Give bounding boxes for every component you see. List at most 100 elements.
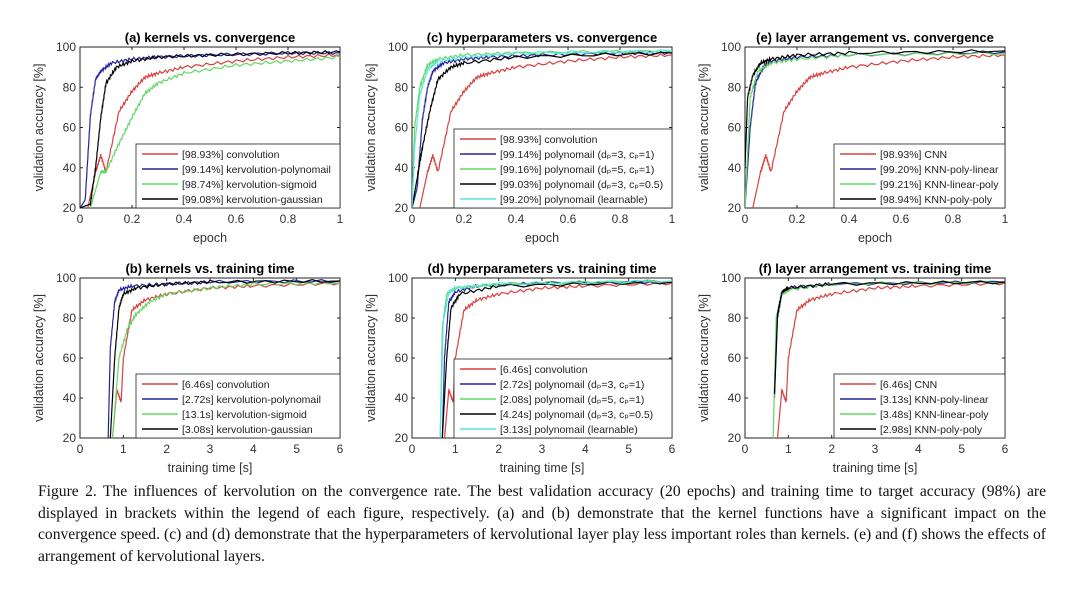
- legend-label: [6.46s] CNN: [880, 379, 937, 391]
- chart-d: (d) hyperparameters vs. training time tra…: [364, 261, 676, 475]
- y-tick-label: 100: [56, 40, 76, 54]
- x-tick-label: 2: [495, 442, 502, 456]
- legend-label: [99.14%] polynomail (dₚ=3, cₚ=1): [500, 149, 654, 161]
- y-tick-label: 40: [63, 161, 77, 175]
- legend-label: [98.74%] kervolution-sigmoid: [182, 179, 317, 191]
- y-tick-label: 60: [728, 351, 742, 365]
- x-tick-label: 6: [1002, 442, 1009, 456]
- x-axis-label: epoch: [525, 231, 559, 245]
- legend-label: [99.14%] kervolution-polynomail: [182, 164, 331, 176]
- series-line-0: [443, 281, 672, 438]
- x-tick-label: 6: [669, 442, 676, 456]
- series-line-3: [412, 51, 672, 208]
- series-line-4: [412, 49, 672, 208]
- x-tick-label: 2: [828, 442, 835, 456]
- x-tick-label: 0.2: [124, 212, 141, 226]
- y-tick-label: 40: [728, 161, 742, 175]
- legend-label: [2.98s] KNN-poly-poly: [880, 424, 983, 436]
- y-tick-label: 100: [388, 40, 408, 54]
- legend-label: [3.13s] KNN-poly-linear: [880, 394, 989, 406]
- chart-title: (c) hyperparameters vs. convergence: [427, 30, 658, 45]
- chart-title: (b) kernels vs. training time: [125, 261, 294, 276]
- y-tick-label: 80: [728, 80, 742, 94]
- y-tick-label: 20: [728, 201, 742, 215]
- x-tick-label: 0: [77, 212, 84, 226]
- x-tick-label: 0: [77, 442, 84, 456]
- y-tick-label: 20: [63, 431, 77, 445]
- chart-title: (e) layer arrangement vs. convergence: [756, 30, 994, 45]
- y-tick-label: 60: [63, 351, 77, 365]
- y-axis-label: validation accuracy [%]: [697, 64, 711, 192]
- legend-label: [2.08s] polynomail (dₚ=5, cₚ=1): [500, 394, 644, 406]
- legend: [98.93%] convolution [99.14%] kervolution…: [135, 143, 341, 209]
- x-tick-label: 0.6: [228, 212, 245, 226]
- series-line-0: [87, 53, 340, 208]
- y-tick-label: 20: [728, 431, 742, 445]
- y-tick-label: 80: [63, 311, 77, 325]
- chart-title: (a) kernels vs. convergence: [125, 30, 296, 45]
- x-tick-label: 1: [1002, 212, 1009, 226]
- x-axis-label: epoch: [858, 231, 892, 245]
- legend-label: [98.93%] convolution: [182, 149, 280, 161]
- series-line-3: [109, 278, 340, 438]
- x-tick-label: 1: [452, 442, 459, 456]
- x-tick-label: 4: [582, 442, 589, 456]
- y-tick-label: 80: [395, 311, 409, 325]
- y-tick-label: 100: [721, 40, 741, 54]
- y-axis-label: validation accuracy [%]: [32, 64, 46, 192]
- chart-f: (f) layer arrangement vs. training time t…: [697, 261, 1009, 475]
- series-line-1: [80, 50, 340, 208]
- legend-label: [99.08%] kervolution-gaussian: [182, 194, 323, 206]
- series-line-3: [773, 280, 1005, 395]
- legend: [6.46s] CNN [3.13s] KNN-poly-linear [3.48s…: [833, 373, 1006, 439]
- x-tick-label: 1: [785, 442, 792, 456]
- legend-label: [6.46s] convolution: [182, 379, 270, 391]
- figure-caption: Figure 2. The influences of kervolution …: [38, 483, 1046, 565]
- y-tick-label: 80: [728, 311, 742, 325]
- x-tick-label: 0.4: [841, 212, 858, 226]
- legend: [98.93%] CNN [99.20%] KNN-poly-linear [99.…: [833, 143, 1006, 209]
- x-tick-label: 0.8: [612, 212, 629, 226]
- x-tick-label: 0.8: [945, 212, 962, 226]
- chart-title: (f) layer arrangement vs. training time: [759, 261, 992, 276]
- y-tick-label: 80: [63, 80, 77, 94]
- series-line-0: [776, 281, 1005, 438]
- y-axis-label: validation accuracy [%]: [364, 294, 378, 422]
- legend-label: [3.08s] kervolution-gaussian: [182, 424, 313, 436]
- legend-label: [2.72s] kervolution-polynomail: [182, 394, 321, 406]
- y-axis-label: validation accuracy [%]: [697, 294, 711, 422]
- x-tick-label: 3: [539, 442, 546, 456]
- legend-label: [99.03%] polynomail (dₚ=3, cₚ=0.5): [500, 179, 663, 191]
- series-line-2: [89, 55, 340, 208]
- x-tick-label: 0: [409, 442, 416, 456]
- series-line-3: [80, 49, 340, 208]
- legend-label: [99.21%] KNN-linear-poly: [880, 179, 999, 191]
- y-tick-label: 40: [63, 391, 77, 405]
- x-tick-label: 3: [872, 442, 879, 456]
- x-tick-label: 0.2: [789, 212, 806, 226]
- series-line-0: [752, 53, 1005, 208]
- series-line-4: [439, 279, 672, 438]
- legend-label: [6.46s] convolution: [500, 364, 588, 376]
- x-tick-label: 0.4: [176, 212, 193, 226]
- legend: [98.93%] convolution [99.14%] polynomail …: [453, 128, 673, 209]
- x-tick-label: 5: [293, 442, 300, 456]
- x-tick-label: 3: [207, 442, 214, 456]
- y-tick-label: 20: [63, 201, 77, 215]
- x-axis-label: training time [s]: [168, 461, 253, 475]
- legend-label: [98.93%] convolution: [500, 134, 598, 146]
- x-tick-label: 0.6: [893, 212, 910, 226]
- legend-label: [13.1s] kervolution-sigmoid: [182, 409, 307, 421]
- chart-e: (e) layer arrangement vs. convergence epo…: [697, 30, 1009, 245]
- legend-label: [3.48s] KNN-linear-poly: [880, 409, 989, 421]
- legend-label: [98.94%] KNN-poly-poly: [880, 194, 993, 206]
- series-line-0: [111, 281, 340, 438]
- y-tick-label: 40: [728, 391, 742, 405]
- y-tick-label: 40: [395, 161, 409, 175]
- x-tick-label: 0: [409, 212, 416, 226]
- x-tick-label: 0.4: [508, 212, 525, 226]
- x-tick-label: 0: [742, 212, 749, 226]
- x-tick-label: 1: [120, 442, 127, 456]
- y-tick-label: 100: [388, 271, 408, 285]
- legend-label: [99.20%] polynomail (learnable): [500, 194, 648, 206]
